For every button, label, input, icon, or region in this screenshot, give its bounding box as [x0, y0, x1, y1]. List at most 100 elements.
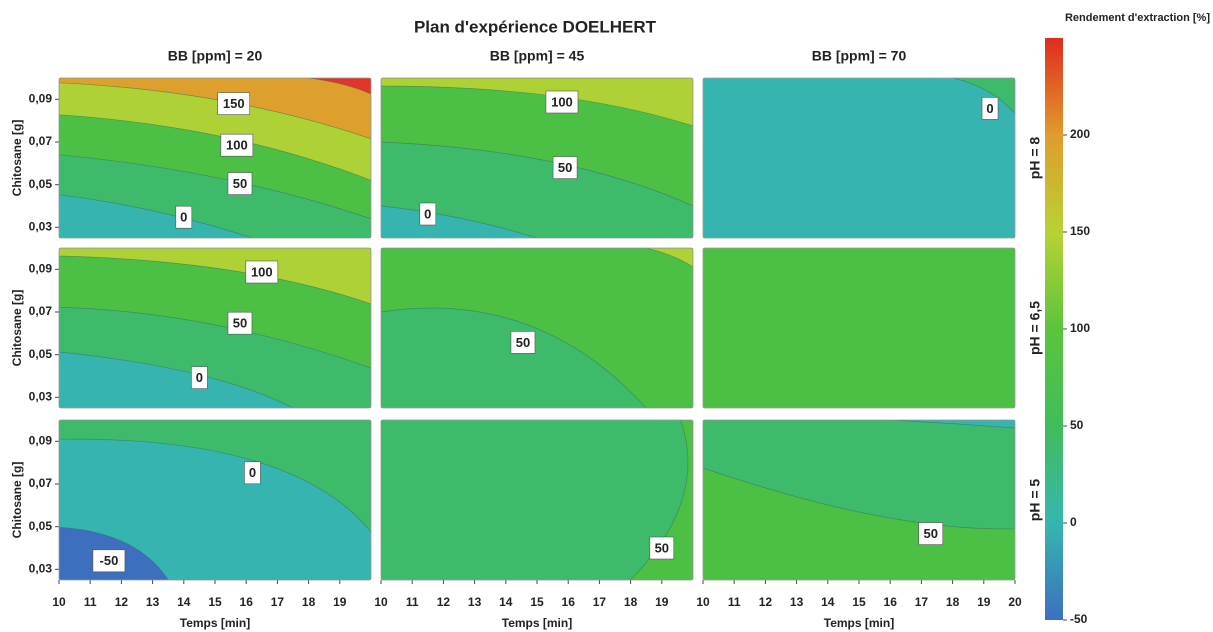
y-tick-label: 0,09 — [29, 92, 53, 106]
x-tick-label: 17 — [915, 595, 929, 609]
contour-label: 50 — [655, 540, 669, 555]
y-axis-label: Chitosane [g] — [10, 462, 24, 539]
x-tick-label: 17 — [593, 595, 607, 609]
x-tick-label: 12 — [437, 595, 451, 609]
x-tick-label: 12 — [759, 595, 773, 609]
x-tick-label: 13 — [790, 595, 804, 609]
x-tick-label: 10 — [374, 595, 388, 609]
x-tick-label: 19 — [655, 595, 669, 609]
row-label: pH = 6,5 — [1027, 301, 1043, 355]
colorbar-tick-label: 100 — [1070, 321, 1090, 335]
y-tick-label: 0,09 — [29, 434, 53, 448]
colorbar-tick-label: 200 — [1070, 127, 1090, 141]
panel-frame — [702, 77, 1016, 239]
contour-label: 0 — [986, 101, 993, 116]
contour-label: 50 — [924, 526, 938, 541]
colorbar-tick-label: 150 — [1070, 224, 1090, 238]
x-tick-label: 15 — [852, 595, 866, 609]
x-tick-label: 13 — [468, 595, 482, 609]
panel-frame — [58, 77, 372, 239]
x-axis-label: Temps [min] — [824, 616, 894, 630]
contour-label-box — [510, 331, 536, 354]
x-tick-label: 19 — [977, 595, 991, 609]
y-axis-label: Chitosane [g] — [10, 120, 24, 197]
contour-label: 150 — [223, 96, 245, 111]
panel-band — [703, 248, 1015, 408]
panel — [703, 248, 1015, 408]
panel — [703, 420, 1015, 580]
contour-label: 50 — [233, 176, 247, 191]
x-tick-label: 11 — [406, 595, 419, 609]
x-tick-label: 16 — [240, 595, 254, 609]
y-tick-label: 0,09 — [29, 262, 53, 276]
x-tick-label: 10 — [696, 595, 710, 609]
panel — [59, 248, 371, 408]
x-tick-label: 18 — [624, 595, 638, 609]
x-tick-label: 10 — [52, 595, 66, 609]
contour-label: 50 — [233, 316, 247, 331]
panel — [59, 420, 371, 580]
x-tick-label: 16 — [562, 595, 576, 609]
contour-band — [646, 248, 693, 268]
panel — [703, 78, 1015, 238]
y-tick-label: 0,03 — [29, 390, 53, 404]
contour-label-box — [245, 260, 279, 284]
y-tick-label: 0,05 — [29, 347, 53, 361]
contour-label: 100 — [551, 94, 573, 109]
x-tick-label: 14 — [177, 595, 191, 609]
contour-label-box — [227, 172, 253, 195]
x-tick-label: 14 — [821, 595, 835, 609]
contour-label: 100 — [251, 264, 273, 279]
contour-label-box — [175, 205, 193, 229]
column-label: BB [ppm] = 70 — [812, 48, 907, 64]
x-tick-label: 19 — [333, 595, 347, 609]
y-tick-label: 0,05 — [29, 519, 53, 533]
x-tick-label: 16 — [884, 595, 898, 609]
contour-band — [381, 248, 693, 408]
contour-label-box — [419, 202, 437, 226]
row-label: pH = 8 — [1027, 137, 1043, 180]
x-tick-label: 14 — [499, 595, 513, 609]
y-tick-label: 0,07 — [29, 134, 53, 148]
contour-label-box — [217, 92, 251, 115]
y-tick-label: 0,03 — [29, 562, 53, 576]
contour-label: 0 — [180, 210, 187, 225]
x-tick-label: 15 — [208, 595, 222, 609]
panel-frame — [702, 419, 1016, 581]
panel-frame — [380, 77, 694, 239]
contour-label-box — [545, 90, 579, 114]
x-tick-label: 11 — [728, 595, 741, 609]
panel — [381, 78, 693, 238]
panel — [59, 78, 371, 238]
panel-frame — [702, 247, 1016, 409]
chart-title: Plan d'expérience DOELHERT — [414, 17, 657, 36]
y-axis-label: Chitosane [g] — [10, 290, 24, 367]
contour-label-box — [92, 549, 126, 573]
contour-label-box — [244, 461, 261, 485]
contour-label-box — [227, 311, 253, 335]
x-tick-label: 15 — [530, 595, 544, 609]
x-tick-label: 18 — [302, 595, 316, 609]
contour-label-box — [552, 156, 578, 179]
x-tick-label: 17 — [271, 595, 285, 609]
panel-frame — [380, 419, 694, 581]
x-axis-label: Temps [min] — [502, 616, 572, 630]
colorbar-title: Rendement d'extraction [%] — [1065, 12, 1210, 24]
y-tick-label: 0,05 — [29, 177, 53, 191]
contour-label: 100 — [226, 138, 248, 153]
y-tick-label: 0,07 — [29, 476, 53, 490]
contour-label: -50 — [100, 553, 119, 568]
contour-label: 0 — [249, 465, 256, 480]
panel — [381, 248, 693, 408]
x-tick-label: 11 — [84, 595, 97, 609]
panel-band — [381, 420, 693, 580]
panel-frame — [58, 419, 372, 581]
colorbar-tick-label: 0 — [1070, 515, 1077, 529]
x-axis-label: Temps [min] — [180, 616, 250, 630]
column-label: BB [ppm] = 20 — [168, 48, 263, 64]
column-label: BB [ppm] = 45 — [490, 48, 585, 64]
contour-label-box — [191, 366, 208, 389]
contour-label: 0 — [196, 370, 203, 385]
panel-frame — [58, 247, 372, 409]
